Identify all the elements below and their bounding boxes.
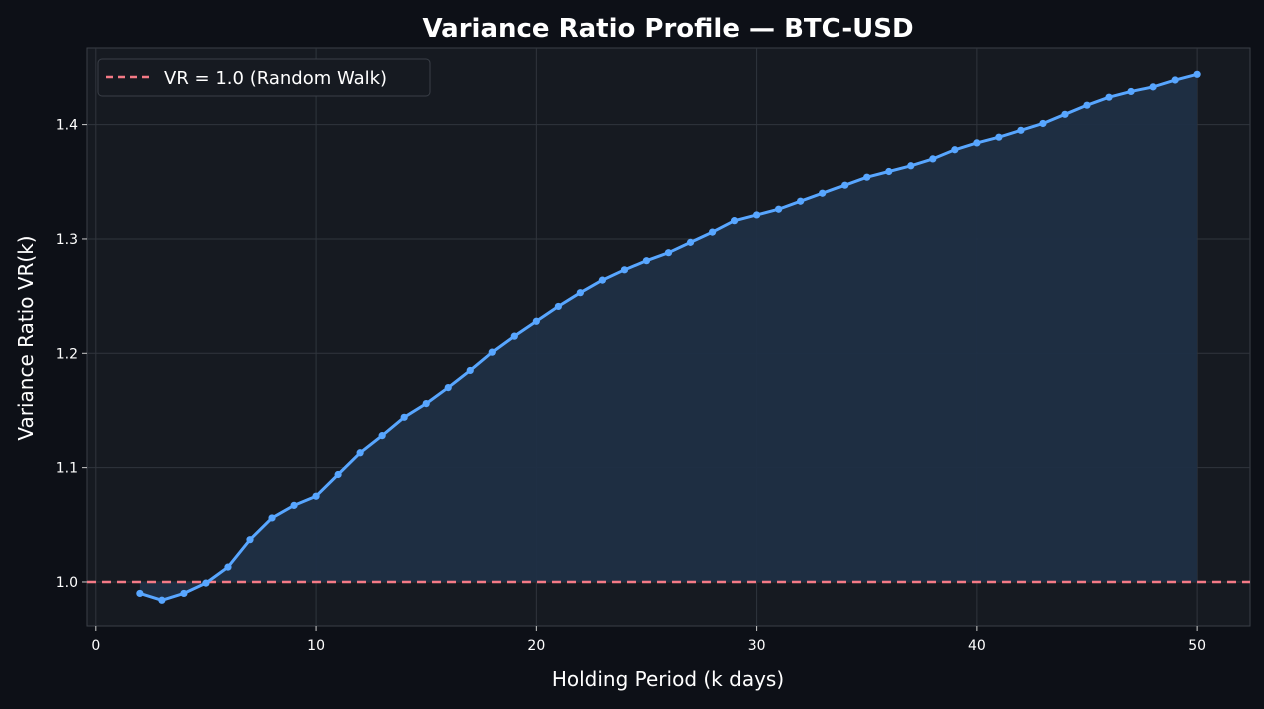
- data-point: [466, 366, 474, 375]
- data-point: [554, 302, 562, 311]
- x-tick-label: 30: [748, 638, 766, 654]
- y-tick-label: 1.3: [56, 232, 78, 248]
- chart-title: Variance Ratio Profile — BTC-USD: [422, 14, 913, 44]
- data-point: [488, 348, 496, 356]
- y-tick-label: 1.1: [56, 461, 78, 477]
- area-fill-path: [139, 74, 1198, 601]
- data-point: [510, 332, 518, 340]
- data-point: [819, 189, 827, 197]
- data-point: [1061, 110, 1069, 118]
- data-point: [400, 413, 408, 421]
- data-point: [775, 205, 783, 213]
- data-point: [136, 589, 144, 598]
- y-tick-label: 1.4: [56, 118, 78, 134]
- x-tick-label: 0: [91, 638, 100, 654]
- data-point: [334, 470, 342, 479]
- tick-labels: 0 10 20 30 40 50 1.0 1.1 1.2 1.3 1.4: [56, 118, 1206, 654]
- data-point: [885, 167, 893, 176]
- data-point: [929, 155, 937, 163]
- data-point: [1171, 76, 1179, 84]
- x-tick-label: 40: [968, 638, 986, 654]
- data-point: [708, 228, 717, 236]
- data-point: [907, 162, 915, 170]
- legend-box: [97, 58, 431, 97]
- data-point: [598, 276, 607, 284]
- data-point: [356, 449, 364, 457]
- data-point: [1193, 70, 1201, 78]
- data-point: [224, 563, 232, 571]
- data-point: [422, 400, 430, 408]
- x-tick-label: 10: [307, 638, 325, 654]
- data-point: [863, 173, 871, 181]
- area-fill: [139, 74, 1198, 601]
- data-point: [973, 139, 981, 147]
- data-point: [444, 383, 452, 392]
- y-tick-label: 1.2: [56, 346, 78, 362]
- data-point: [532, 317, 540, 325]
- data-point: [180, 589, 188, 598]
- data-point: [312, 492, 320, 500]
- legend-label-reference: VR = 1.0 (Random Walk): [164, 68, 387, 89]
- data-point: [1017, 126, 1025, 134]
- data-point: [686, 238, 695, 246]
- data-point: [268, 514, 276, 522]
- data-point: [1083, 101, 1091, 109]
- x-axis-label: Holding Period (k days): [552, 667, 784, 691]
- y-tick-label: 1.0: [56, 575, 78, 591]
- data-point: [995, 133, 1003, 141]
- data-point: [1105, 93, 1113, 101]
- series-group: [136, 70, 1201, 604]
- data-point: [378, 432, 386, 440]
- data-point: [1149, 83, 1157, 91]
- data-point: [753, 211, 761, 219]
- data-point: [841, 181, 849, 189]
- data-point: [576, 289, 584, 297]
- data-point: [730, 217, 739, 225]
- data-point: [246, 536, 254, 544]
- x-tick-label: 50: [1188, 638, 1206, 654]
- data-point: [290, 501, 298, 509]
- data-point: [158, 596, 166, 604]
- data-point: [642, 257, 651, 265]
- data-point: [1039, 119, 1047, 128]
- data-point: [664, 249, 673, 257]
- data-point: [1127, 87, 1135, 96]
- data-point: [951, 146, 959, 154]
- data-point: [620, 266, 629, 274]
- legend: VR = 1.0 (Random Walk): [97, 58, 431, 97]
- data-point: [202, 579, 210, 587]
- y-axis-label: Variance Ratio VR(k): [14, 235, 38, 440]
- data-point: [797, 197, 805, 205]
- x-tick-label: 20: [527, 638, 545, 654]
